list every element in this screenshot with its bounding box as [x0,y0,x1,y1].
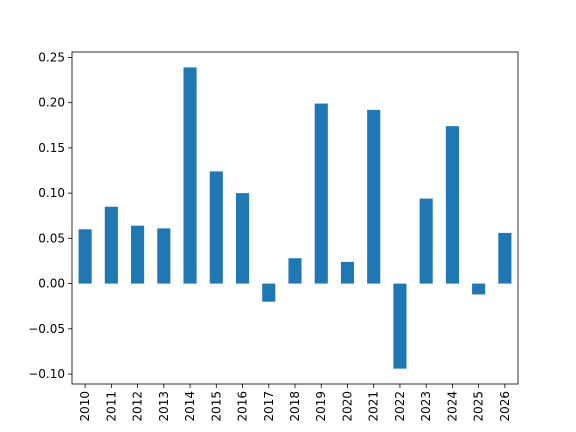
x-tick-label: 2013 [157,391,171,422]
bar [78,229,92,284]
x-tick-label: 2025 [472,391,486,422]
x-tick-label: 2011 [104,391,118,422]
x-tick-label: 2024 [445,391,459,422]
x-tick-label: 2022 [393,391,407,422]
bar [445,126,459,284]
bar [498,232,512,284]
y-tick-label: 0.25 [38,50,65,64]
x-tick-label: 2016 [236,391,250,422]
x-tick-label: 2026 [498,391,512,422]
x-tick-label: 2012 [131,391,145,422]
bar [288,258,302,284]
x-tick-label: 2015 [209,391,223,422]
x-tick-label: 2018 [288,391,302,422]
bar [131,225,145,284]
bar [340,261,355,284]
y-tick-label: 0.20 [38,96,65,110]
x-tick-label: 2020 [340,391,354,422]
x-tick-label: 2010 [78,391,92,422]
y-tick-label: −0.10 [28,367,65,381]
y-tick-label: 0.05 [38,231,65,245]
bar [472,283,486,295]
bar [262,283,276,302]
y-tick-label: 0.15 [38,141,65,155]
bar [183,67,197,284]
x-tick-label: 2017 [262,391,276,422]
bar [157,228,171,284]
bar [419,198,433,284]
bar [393,283,407,369]
plot-frame [71,51,519,385]
y-tick-label: −0.05 [28,322,65,336]
y-tick-label: 0.10 [38,186,65,200]
bar [209,171,223,284]
bar [367,109,381,284]
x-tick-label: 2019 [314,391,328,422]
x-tick-label: 2021 [367,391,381,422]
x-tick-label: 2014 [183,391,197,422]
bar [235,193,250,284]
y-tick-label: 0.00 [38,277,65,291]
bar [104,206,118,284]
x-tick-label: 2023 [419,391,433,422]
bar [314,103,328,284]
